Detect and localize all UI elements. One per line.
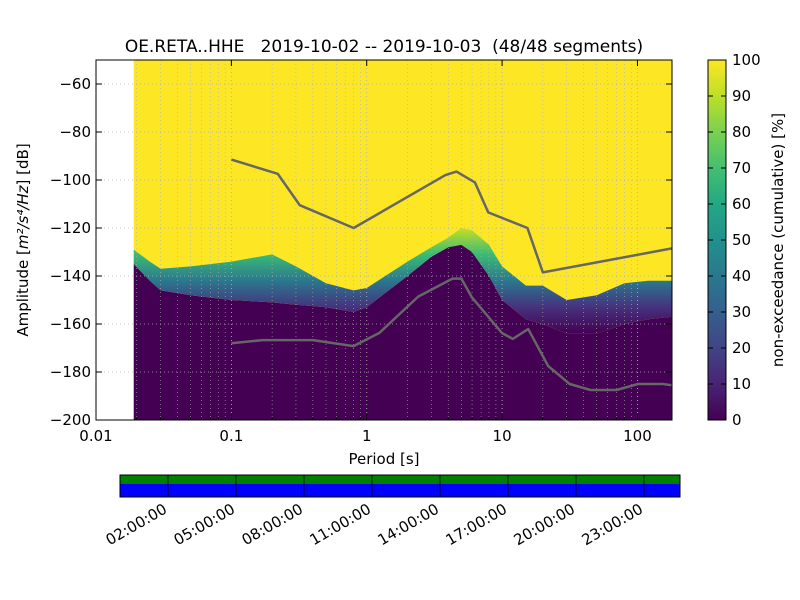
low-noise-model-line	[231, 277, 672, 392]
colorbar-tick-label: 60	[732, 195, 751, 213]
colorbar-ticks: 0 10 20 30 40 50 60 70 80 90 100	[708, 51, 761, 429]
colorbar-tick-label: 100	[732, 51, 761, 69]
coverage-time-label: 14:00:00	[375, 500, 442, 549]
coverage-time-label: 11:00:00	[307, 500, 374, 549]
x-axis: 0.01 0.1 1 10 100	[79, 60, 652, 445]
y-tick-label: −140	[50, 267, 91, 285]
coverage-time-label: 20:00:00	[511, 500, 578, 549]
colorbar: 0 10 20 30 40 50 60 70 80 90 100 non-exceedance (c…	[707, 51, 787, 429]
coverage-top-strip	[120, 475, 680, 484]
ppsd-plot: 0.01 0.1 1 10 100 −60 −80 −100 −120 −140 −160 −180…	[14, 59, 673, 468]
colorbar-tick-label: 0	[732, 411, 742, 429]
x-tick-label: 0.1	[219, 427, 243, 445]
y-tick-label: −200	[50, 411, 91, 429]
colorbar-tick-label: 30	[732, 303, 751, 321]
x-tick-label: 100	[623, 427, 652, 445]
grid-lines	[96, 60, 672, 420]
colorbar-tick-label: 40	[732, 267, 751, 285]
probability-density-band	[133, 228, 672, 334]
y-axis-label-suffix: ] [dB]	[14, 143, 32, 185]
coverage-time-label: 23:00:00	[579, 500, 646, 549]
data-coverage-bar: 02:00:00 05:00:00 08:00:00 11:00:00 14:00:00…	[103, 474, 681, 549]
colorbar-tick-label: 90	[732, 87, 751, 105]
colorbar-tick-label: 50	[732, 231, 751, 249]
y-axis-label: Amplitude [m²/s⁴/Hz] [dB]	[14, 143, 32, 336]
y-axis-label-prefix: Amplitude [	[14, 249, 32, 337]
y-tick-label: −160	[50, 315, 91, 333]
colorbar-label: non-exceedance (cumulative) [%]	[769, 113, 787, 367]
x-tick-label: 0.01	[79, 427, 112, 445]
y-tick-label: −80	[59, 123, 91, 141]
colorbar-tick-label: 70	[732, 159, 751, 177]
y-tick-label: −120	[50, 219, 91, 237]
colorbar-tick-label: 20	[732, 339, 751, 357]
x-tick-label: 10	[493, 427, 512, 445]
x-axis-label: Period [s]	[348, 450, 419, 468]
plot-frame	[95, 59, 673, 421]
y-tick-label: −180	[50, 363, 91, 381]
coverage-frame	[119, 474, 681, 498]
coverage-bottom-strip	[120, 484, 680, 497]
x-tick-label: 1	[362, 427, 372, 445]
colorbar-tick-label: 10	[732, 375, 751, 393]
chart-title: OE.RETA..HHE 2019-10-02 -- 2019-10-03 (4…	[125, 37, 643, 57]
y-tick-label: −60	[59, 75, 91, 93]
coverage-time-label: 02:00:00	[103, 500, 170, 549]
y-axis-label-units: m²/s⁴/Hz	[14, 184, 32, 249]
y-axis: −60 −80 −100 −120 −140 −160 −180 −200	[50, 75, 672, 429]
colorbar-tick-label: 80	[732, 123, 751, 141]
low-probability-floor	[133, 244, 672, 420]
y-tick-label: −100	[50, 171, 91, 189]
high-noise-model-line	[230, 158, 672, 274]
coverage-time-label: 17:00:00	[443, 500, 510, 549]
coverage-time-label: 08:00:00	[239, 500, 306, 549]
coverage-time-label: 05:00:00	[171, 500, 238, 549]
